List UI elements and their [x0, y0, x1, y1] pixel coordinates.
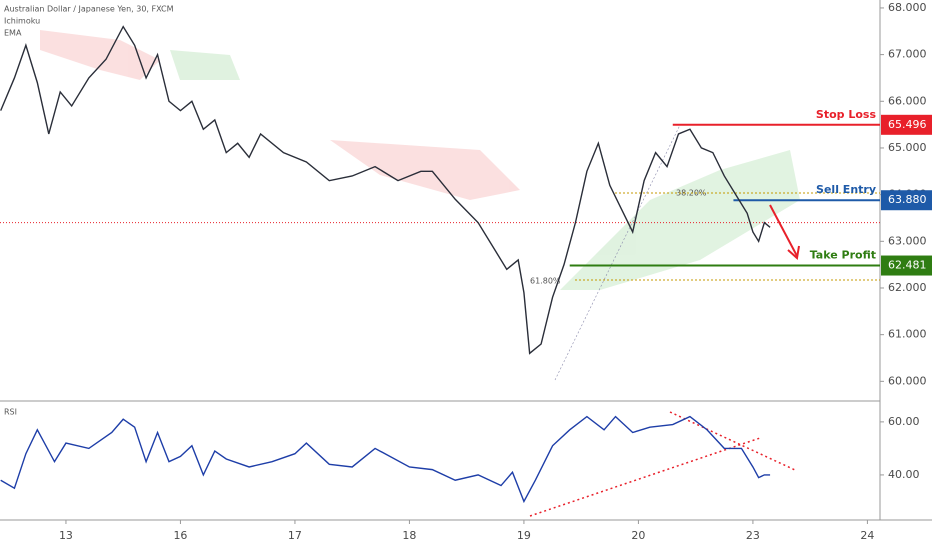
rsi-trend-line: [529, 437, 761, 517]
y-tick-label: 60.000: [888, 374, 927, 387]
fib-label: 61.80%: [530, 277, 561, 286]
x-tick-label: 17: [288, 529, 302, 542]
y-tick-label: 66.000: [888, 94, 927, 107]
y-tick-label: 63.000: [888, 234, 927, 247]
x-tick-label: 13: [59, 529, 73, 542]
level-box: [881, 255, 932, 276]
price-line: [0, 25, 771, 355]
x-tick-label: 18: [402, 529, 416, 542]
trend-line: [554, 124, 681, 381]
rsi-title: RSI: [4, 408, 17, 417]
y-tick-label: 65.000: [888, 141, 927, 154]
price-line: [0, 415, 771, 504]
level-name: Sell Entry: [816, 183, 876, 196]
y-tick-label: 67.000: [888, 48, 927, 61]
x-tick-label: 19: [517, 529, 531, 542]
y-tick-label: 61.000: [888, 328, 927, 341]
x-tick-label: 20: [631, 529, 645, 542]
level-label: 65.496: [888, 118, 927, 131]
arrow: [769, 204, 800, 260]
level-name: Stop Loss: [816, 108, 877, 121]
x-tick-label: 16: [173, 529, 187, 542]
y-tick-label: 62.000: [888, 281, 927, 294]
level-label: 62.481: [888, 259, 927, 272]
ichimoku-cloud: [40, 30, 800, 290]
level-label: 63.880: [888, 193, 927, 206]
level-name: Take Profit: [810, 249, 876, 262]
x-tick-label: 23: [746, 529, 760, 542]
indicator-label: EMA: [4, 29, 22, 38]
x-tick-label: 24: [860, 529, 874, 542]
level-box: [881, 190, 932, 211]
y-tick-label: 60.00: [888, 415, 920, 428]
chart-title: Australian Dollar / Japanese Yen, 30, FX…: [4, 5, 174, 14]
rsi-trend-line: [669, 411, 796, 471]
y-tick-label: 68.000: [888, 1, 927, 14]
indicator-label: Ichimoku: [4, 17, 40, 26]
y-tick-label: 40.00: [888, 468, 920, 481]
level-box: [881, 114, 932, 135]
